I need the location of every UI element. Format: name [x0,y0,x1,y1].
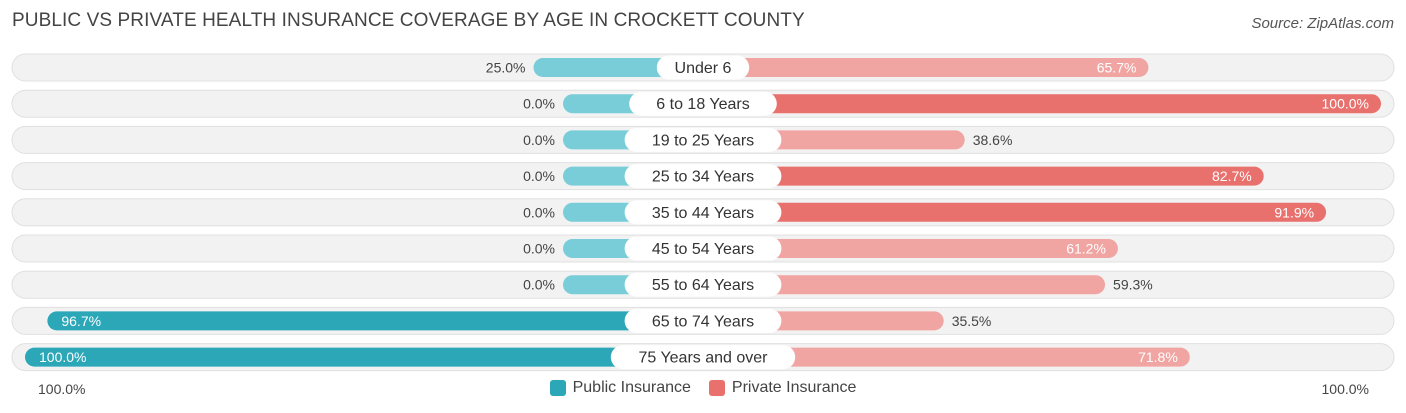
category-pill [624,164,782,189]
category-pill [624,272,782,297]
legend-label-private: Private Insurance [731,379,857,396]
category-pill [624,127,782,152]
value-label-public: 96.7% [61,313,101,329]
diverging-bar-chart: Under 6 25.0% 65.7% 6 to 18 Years 0.0% 100.0%… [11,53,1395,372]
value-label-public: 100.0% [39,349,86,365]
axis-left-label: 100.0% [38,381,86,397]
category-label: Under 6 [675,60,732,77]
axis-right-label: 100.0% [1321,381,1369,397]
bar-private [703,202,1327,222]
bar-private [703,58,1149,77]
category-label: 6 to 18 Years [656,96,749,113]
category-label: 25 to 34 Years [652,169,754,186]
legend: Public Insurance Private Insurance [0,379,1406,397]
source-note: Source: ZipAtlas.com [1251,15,1394,32]
legend-label-public: Public Insurance [572,379,691,396]
value-label-private: 91.9% [1274,204,1314,220]
bar-private [703,347,1190,367]
category-pill [629,91,777,116]
legend-item-public: Public Insurance [549,379,691,397]
bar-private [703,94,1381,114]
category-pill [656,55,750,80]
value-label-private: 61.2% [1066,241,1106,257]
bar-private [703,166,1264,186]
category-label: 75 Years and over [639,350,769,367]
category-label: 55 to 64 Years [652,277,754,294]
category-label: 35 to 44 Years [652,205,754,222]
value-label-private: 38.6% [973,132,1013,148]
value-label-public: 25.0% [486,60,526,76]
value-label-private: 82.7% [1212,168,1252,184]
value-label-private: 65.7% [1097,60,1137,76]
category-pill [610,345,796,370]
value-label-public: 0.0% [523,168,555,184]
value-label-private: 71.8% [1138,349,1178,365]
legend-swatch-public [549,380,566,396]
category-pill [624,236,782,261]
legend-item-private: Private Insurance [708,379,857,397]
value-label-public: 0.0% [523,204,555,220]
bar-private [703,239,1118,258]
value-label-public: 0.0% [523,241,555,257]
value-label-public: 0.0% [523,96,555,112]
category-label: 65 to 74 Years [652,313,754,330]
value-label-public: 0.0% [523,132,555,148]
category-label: 19 to 25 Years [652,132,754,149]
category-label: 45 to 54 Years [652,241,754,258]
category-pill [624,200,782,225]
chart-title: PUBLIC VS PRIVATE HEALTH INSURANCE COVER… [12,10,805,31]
value-label-private: 59.3% [1113,277,1153,293]
bar-public [25,347,703,367]
legend-swatch-private [708,380,725,396]
value-label-private: 100.0% [1322,96,1369,112]
value-label-private: 35.5% [952,313,992,329]
category-pill [624,308,782,333]
value-label-public: 0.0% [523,277,555,293]
bar-private [703,275,1106,295]
bar-public [47,311,703,331]
